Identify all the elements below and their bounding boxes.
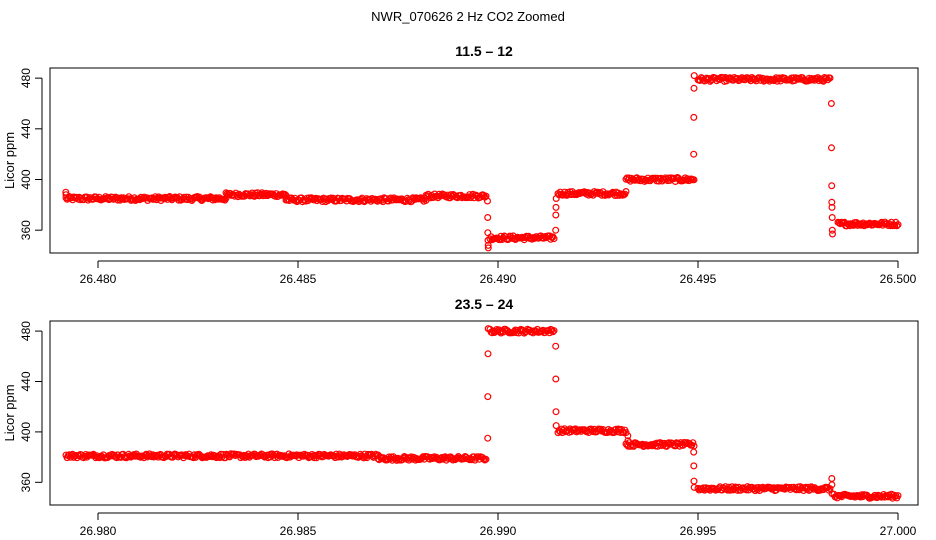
data-point — [266, 190, 274, 198]
x-tick-label: 26.990 — [480, 524, 517, 538]
x-tick-label: 26.485 — [280, 272, 317, 286]
data-point — [484, 236, 492, 244]
data-point — [624, 432, 632, 440]
data-point — [552, 422, 560, 430]
data-point — [827, 144, 835, 152]
data-point — [690, 176, 698, 184]
data-point — [828, 481, 836, 489]
y-tick-label: 360 — [19, 472, 33, 492]
data-point — [484, 214, 492, 222]
x-tick-label: 26.495 — [680, 272, 717, 286]
data-point — [175, 196, 183, 204]
x-tick-label: 27.000 — [880, 524, 917, 538]
data-point — [307, 194, 315, 202]
data-point — [690, 462, 698, 470]
data-point — [269, 450, 277, 458]
data-point — [828, 198, 836, 206]
plot-frame — [49, 320, 919, 506]
y-axis-label: Licor ppm — [2, 132, 17, 189]
x-tick-label: 26.985 — [280, 524, 317, 538]
data-point — [894, 492, 902, 500]
data-point — [690, 483, 698, 491]
plot-frame — [49, 67, 919, 254]
y-tick-label: 440 — [19, 371, 33, 391]
data-point — [552, 195, 560, 203]
data-point — [728, 483, 736, 491]
data-point — [550, 327, 558, 335]
data-point — [893, 222, 901, 230]
figure-title: NWR_070626 2 Hz CO2 Zoomed — [371, 9, 565, 24]
y-axis: 360 400 440 480 — [19, 321, 43, 492]
panel-title: 11.5 – 12 — [455, 43, 513, 59]
data-point — [622, 188, 630, 196]
data-point — [690, 477, 698, 485]
data-point — [690, 72, 698, 80]
data-point — [364, 450, 372, 458]
data-point — [482, 455, 490, 463]
panel-title: 23.5 – 24 — [455, 296, 514, 312]
data-point — [624, 437, 632, 445]
y-tick-label: 400 — [19, 169, 33, 189]
data-point — [894, 221, 902, 229]
data-point — [808, 484, 816, 492]
data-point — [484, 434, 492, 442]
data-point — [826, 74, 834, 82]
data-point — [552, 375, 560, 383]
data-point — [828, 226, 836, 234]
x-tick-label: 26.500 — [880, 272, 917, 286]
data-point — [828, 182, 836, 190]
data-point — [552, 342, 560, 350]
data-point — [828, 230, 836, 238]
y-axis: 360 400 440 480 — [19, 68, 43, 240]
data-point — [690, 113, 698, 121]
x-tick-label: 26.480 — [80, 272, 117, 286]
x-tick-label: 26.980 — [80, 524, 117, 538]
data-point — [484, 393, 492, 401]
y-axis-label: Licor ppm — [2, 384, 17, 441]
data-point — [552, 203, 560, 211]
y-tick-label: 480 — [19, 68, 33, 88]
x-tick-label: 26.995 — [680, 524, 717, 538]
data-point — [552, 226, 560, 234]
x-tick-label: 26.490 — [480, 272, 517, 286]
chart-panel-2: 23.5 – 24 26.980 26.985 26.990 26.995 27.000 3… — [2, 296, 919, 538]
data-point — [484, 197, 492, 205]
x-axis: 26.980 26.985 26.990 26.995 27.000 — [80, 512, 917, 538]
data-point — [484, 241, 492, 249]
data-point — [552, 211, 560, 219]
data-point — [690, 448, 698, 456]
data-point — [549, 328, 557, 336]
data-point — [552, 408, 560, 416]
x-axis: 26.480 26.485 26.490 26.495 26.500 — [80, 260, 917, 286]
data-point — [690, 84, 698, 92]
data-point — [681, 439, 689, 447]
data-point — [828, 490, 836, 498]
data-point — [484, 350, 492, 358]
data-point — [484, 244, 492, 252]
data-point — [62, 188, 70, 196]
data-series — [62, 325, 902, 502]
data-point — [484, 325, 492, 333]
y-tick-label: 440 — [19, 118, 33, 138]
data-point — [827, 99, 835, 107]
chart-panel-1: 11.5 – 12 26.480 26.485 26.490 26.495 26.500 3… — [2, 43, 919, 286]
y-tick-label: 480 — [19, 321, 33, 341]
y-tick-label: 400 — [19, 422, 33, 442]
data-point — [550, 235, 558, 243]
data-point — [840, 218, 848, 226]
data-point — [828, 214, 836, 222]
data-point — [828, 203, 836, 211]
data-point — [828, 475, 836, 483]
data-point — [690, 150, 698, 158]
y-tick-label: 360 — [19, 220, 33, 240]
data-series — [62, 72, 902, 252]
data-point — [62, 191, 70, 199]
data-point — [484, 229, 492, 237]
data-point — [689, 439, 697, 447]
